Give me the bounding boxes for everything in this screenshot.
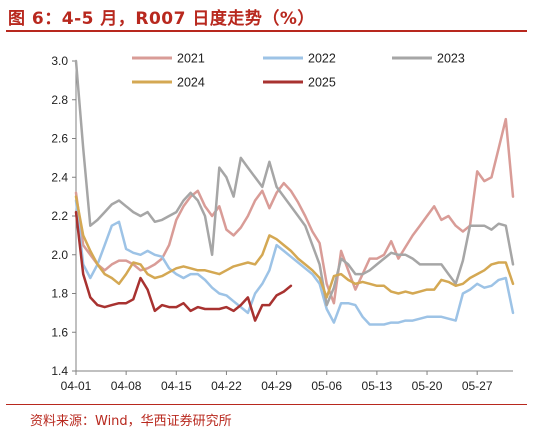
series-line-2022 <box>74 199 515 326</box>
legend-label-2025: 2025 <box>308 76 336 90</box>
x-tick-label: 05-27 <box>462 379 493 393</box>
series-line-2023 <box>74 59 515 307</box>
legend-label-2024: 2024 <box>177 76 205 90</box>
x-tick-label: 04-08 <box>111 379 142 393</box>
y-tick-label: 2.8 <box>51 93 68 107</box>
y-tick-label: 2.0 <box>51 248 68 262</box>
legend-label-2021: 2021 <box>177 52 205 66</box>
x-tick-label: 04-29 <box>261 379 292 393</box>
x-tick-label: 05-20 <box>412 379 443 393</box>
series-line-2025 <box>74 210 293 322</box>
legend-label-2023: 2023 <box>437 52 465 66</box>
y-tick-label: 2.6 <box>51 132 68 146</box>
x-tick-label: 05-13 <box>362 379 393 393</box>
legend: 2021 2022 2023 2024 2025 <box>132 52 465 90</box>
y-tick-label: 3.0 <box>51 54 68 68</box>
source-rule <box>6 404 527 405</box>
y-tick-label: 1.4 <box>51 364 68 378</box>
y-tick-label: 1.6 <box>51 325 68 339</box>
x-tick-label: 04-15 <box>161 379 192 393</box>
x-tick-label: 05-06 <box>311 379 342 393</box>
x-tick-label: 04-01 <box>61 379 92 393</box>
series-line-2024 <box>74 195 515 299</box>
source-note: 资料来源：Wind，华西证券研究所 <box>30 414 232 429</box>
chart-title: 图 6：4-5 月，R007 日度走势（%） <box>8 9 315 29</box>
series-line-2021 <box>74 117 515 305</box>
y-tick-label: 2.2 <box>51 209 68 223</box>
title-rule <box>6 30 527 32</box>
legend-label-2022: 2022 <box>308 52 336 66</box>
y-tick-label: 2.4 <box>51 170 68 184</box>
x-tick-label: 04-22 <box>211 379 242 393</box>
axes: 1.4 1.6 1.8 2.0 2.2 2.4 2.6 2.8 3.0 04-01 04-08 04-… <box>51 54 513 393</box>
y-tick-label: 1.8 <box>51 287 68 301</box>
series-lines <box>74 59 515 326</box>
